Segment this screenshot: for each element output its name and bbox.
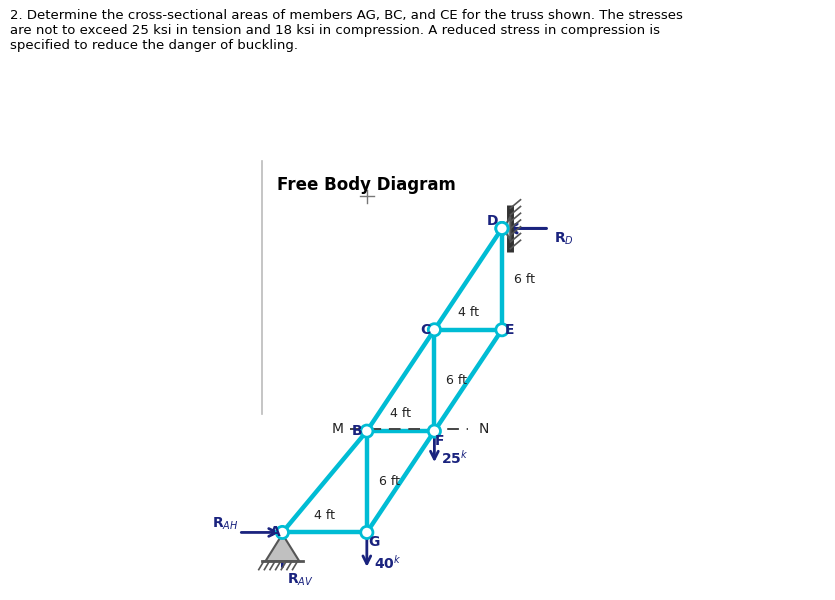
Text: 40$^k$: 40$^k$ — [373, 554, 401, 572]
Circle shape — [428, 425, 441, 437]
Text: 4 ft: 4 ft — [390, 407, 411, 421]
Polygon shape — [504, 217, 510, 240]
Circle shape — [361, 425, 373, 437]
Polygon shape — [266, 534, 299, 561]
Text: A: A — [270, 526, 281, 539]
Circle shape — [496, 223, 508, 235]
Text: R$_{AV}$: R$_{AV}$ — [287, 572, 314, 588]
Text: 6 ft: 6 ft — [446, 374, 468, 387]
Text: 25$^k$: 25$^k$ — [441, 449, 468, 467]
Text: 2. Determine the cross-sectional areas of members AG, BC, and CE for the truss s: 2. Determine the cross-sectional areas o… — [10, 9, 683, 52]
Circle shape — [496, 323, 508, 336]
Text: R$_{AH}$: R$_{AH}$ — [212, 516, 238, 532]
Text: 4 ft: 4 ft — [314, 509, 335, 521]
Text: B: B — [352, 424, 362, 438]
Text: 6 ft: 6 ft — [514, 272, 534, 286]
Text: Free Body Diagram: Free Body Diagram — [277, 176, 456, 194]
Text: 4 ft: 4 ft — [458, 306, 478, 319]
Circle shape — [361, 526, 373, 539]
Text: E: E — [504, 323, 514, 337]
Circle shape — [276, 526, 288, 539]
Text: D: D — [487, 214, 498, 228]
Circle shape — [428, 323, 441, 336]
Text: N: N — [478, 422, 488, 436]
Text: M: M — [331, 422, 343, 436]
Circle shape — [496, 223, 508, 235]
Text: F: F — [435, 434, 444, 448]
Text: R$_D$: R$_D$ — [554, 230, 574, 247]
Text: G: G — [368, 535, 380, 549]
Text: 6 ft: 6 ft — [378, 475, 400, 488]
Text: C: C — [420, 323, 430, 337]
